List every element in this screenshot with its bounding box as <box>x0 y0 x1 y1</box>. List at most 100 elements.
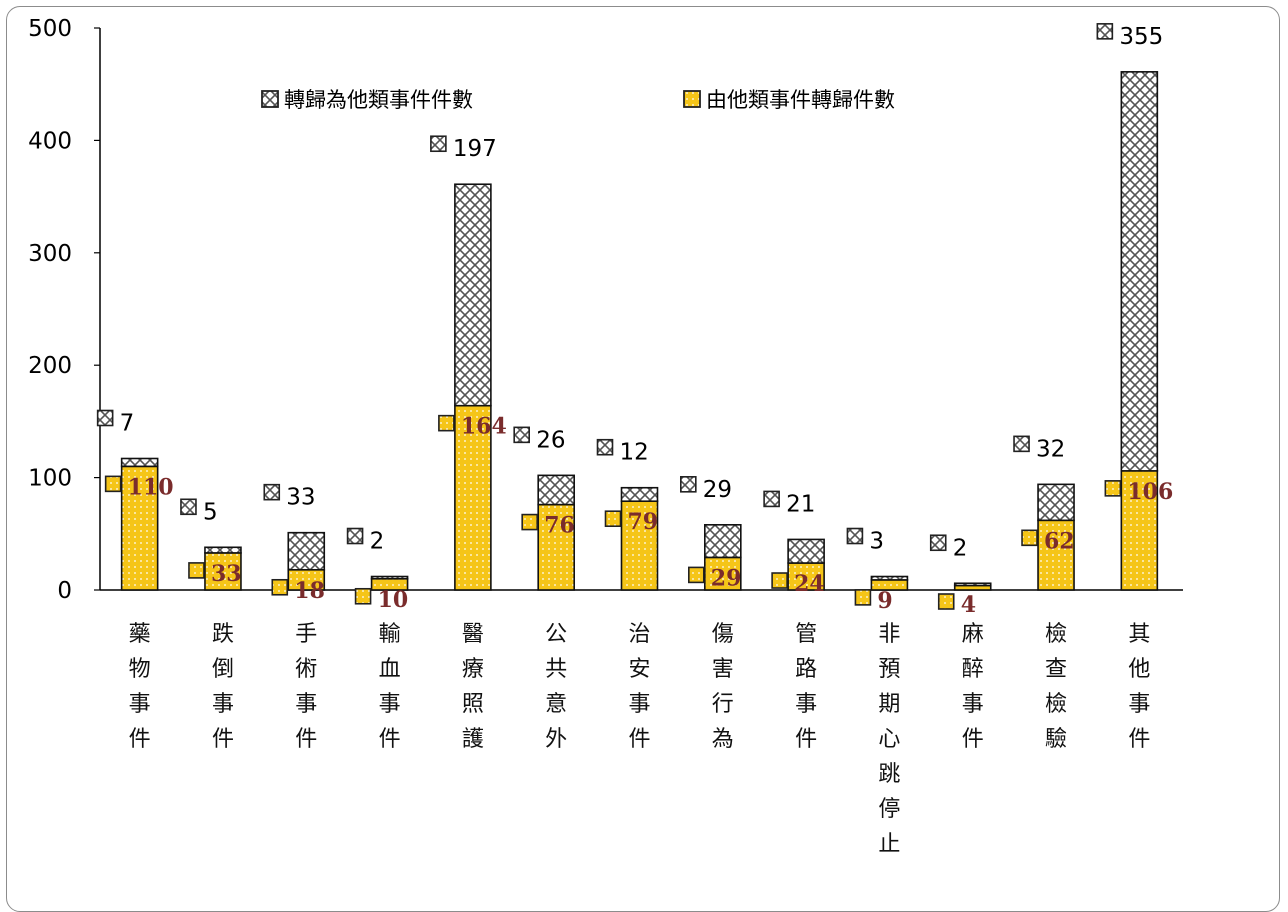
label-marker-returned <box>596 438 614 456</box>
category-label-char: 麻 <box>962 622 984 647</box>
category-label-char: 管 <box>795 622 817 647</box>
label-marker-from-other <box>521 513 538 531</box>
bar-returned-to-other <box>870 575 909 581</box>
label-marker-from-other <box>1021 529 1038 547</box>
category-label-char: 心 <box>878 727 900 752</box>
y-tick-label: 400 <box>28 128 72 154</box>
label-marker-returned <box>180 498 197 516</box>
y-tick-label: 200 <box>28 353 72 379</box>
chart-frame <box>6 6 1280 912</box>
category-label-char: 件 <box>962 727 984 752</box>
bar-from-other <box>120 465 159 591</box>
category-label-char: 其 <box>1128 622 1150 647</box>
category-label-char: 外 <box>545 727 567 752</box>
y-tick-label: 300 <box>28 241 72 267</box>
label-marker-from-other <box>771 572 788 589</box>
data-label-from-other: 18 <box>294 578 325 604</box>
category-label-char: 公 <box>545 622 567 647</box>
label-marker-returned <box>430 135 447 153</box>
data-label-returned: 197 <box>453 136 497 162</box>
data-label-from-other: 33 <box>211 561 242 587</box>
label-marker-returned <box>846 527 864 545</box>
category-label-char: 檢 <box>1045 692 1067 717</box>
legend: 轉歸為他類事件件數 由他類事件轉歸件數 <box>261 88 895 112</box>
category-label-char: 件 <box>795 727 817 752</box>
label-marker-returned <box>680 476 697 493</box>
data-label-returned: 26 <box>536 427 565 453</box>
y-tick-label: 100 <box>28 466 72 492</box>
data-label-returned: 32 <box>1036 436 1065 462</box>
data-label-returned: 33 <box>286 485 315 511</box>
category-label-char: 件 <box>379 727 401 752</box>
legend-swatch-returned-to-other <box>261 90 279 108</box>
data-label-from-other: 164 <box>461 414 507 440</box>
category-label-char: 跌 <box>212 622 234 647</box>
bar-returned-to-other <box>1120 71 1159 472</box>
category-label-char: 護 <box>462 727 484 752</box>
bar-from-other <box>704 556 742 591</box>
category-label-char: 手 <box>295 622 317 647</box>
category-label-char: 治 <box>628 622 650 647</box>
category-label-char: 路 <box>795 657 817 682</box>
data-label-returned: 3 <box>869 529 884 555</box>
label-marker-returned <box>929 534 947 552</box>
bar-returned-to-other <box>787 538 825 564</box>
category-label-char: 查 <box>1045 657 1067 682</box>
legend-label-returned-to-other: 轉歸為他類事件件數 <box>284 88 473 112</box>
data-label-returned: 7 <box>120 410 135 436</box>
category-label-char: 療 <box>462 657 484 682</box>
data-label-returned: 21 <box>786 491 815 517</box>
label-marker-from-other <box>937 593 955 610</box>
category-label-char: 期 <box>878 692 900 717</box>
label-marker-from-other <box>1104 480 1122 497</box>
legend-item-returned-to-other: 轉歸為他類事件件數 <box>261 88 473 112</box>
bar-from-other <box>620 500 659 591</box>
label-marker-from-other <box>188 562 205 579</box>
data-labels: 7110533331821019716426761279292921243924… <box>96 23 1173 618</box>
bar-returned-to-other <box>537 474 575 506</box>
data-label-returned: 29 <box>703 477 732 503</box>
category-label-char: 事 <box>1128 692 1150 717</box>
category-label-char: 事 <box>212 692 234 717</box>
category-label-char: 件 <box>129 727 151 752</box>
legend-label-from-other: 由他類事件轉歸件數 <box>706 88 895 112</box>
label-marker-returned <box>513 426 530 444</box>
category-label-char: 他 <box>1128 657 1150 682</box>
data-label-from-other: 110 <box>128 474 174 500</box>
bars <box>120 71 1159 591</box>
category-label-char: 藥 <box>129 622 151 647</box>
category-label-char: 行 <box>712 692 734 717</box>
category-label-char: 事 <box>795 692 817 717</box>
category-label-char: 倒 <box>212 657 234 682</box>
category-label-char: 停 <box>878 797 900 822</box>
label-marker-returned <box>763 490 780 508</box>
category-label-char: 物 <box>129 657 151 682</box>
label-marker-from-other <box>104 475 122 493</box>
category-label-char: 件 <box>295 727 317 752</box>
data-label-from-other: 9 <box>877 588 892 614</box>
category-label-char: 血 <box>379 657 401 682</box>
category-label-char: 驗 <box>1045 727 1067 752</box>
bar-returned-to-other <box>120 457 159 468</box>
bar-returned-to-other <box>953 582 992 587</box>
bar-from-other <box>454 404 492 591</box>
bar-from-other <box>1120 470 1159 591</box>
label-marker-returned <box>1096 23 1114 40</box>
category-label-char: 件 <box>628 727 650 752</box>
label-marker-returned <box>346 527 364 545</box>
data-label-from-other: 29 <box>711 565 742 591</box>
data-label-from-other: 4 <box>961 592 976 618</box>
category-label-char: 安 <box>628 657 650 682</box>
category-label-char: 跳 <box>878 762 900 787</box>
bar-returned-to-other <box>454 183 492 407</box>
data-label-from-other: 62 <box>1044 528 1075 554</box>
bar-returned-to-other <box>370 575 409 580</box>
label-marker-from-other <box>854 589 872 606</box>
data-label-returned: 355 <box>1119 24 1163 50</box>
y-tick-label: 0 <box>57 578 72 604</box>
category-label-char: 為 <box>712 727 734 752</box>
data-label-from-other: 79 <box>628 509 659 535</box>
category-label-char: 預 <box>878 657 900 682</box>
